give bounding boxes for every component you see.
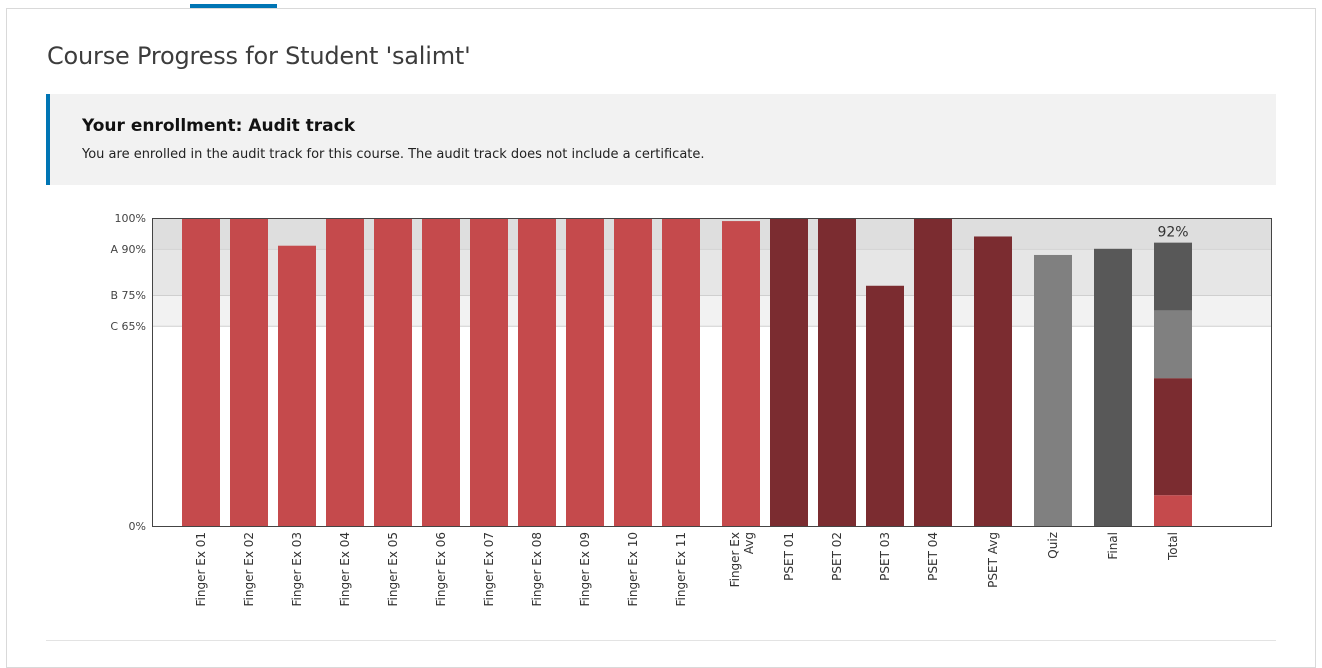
active-tab-indicator [190,4,277,8]
section-divider [46,640,1276,641]
enrollment-title: Your enrollment: Audit track [82,116,356,136]
enrollment-notice: Your enrollment: Audit track You are enr… [46,94,1276,185]
enrollment-message: You are enrolled in the audit track for … [82,147,705,162]
page-title: Course Progress for Student 'salimt' [47,42,471,70]
